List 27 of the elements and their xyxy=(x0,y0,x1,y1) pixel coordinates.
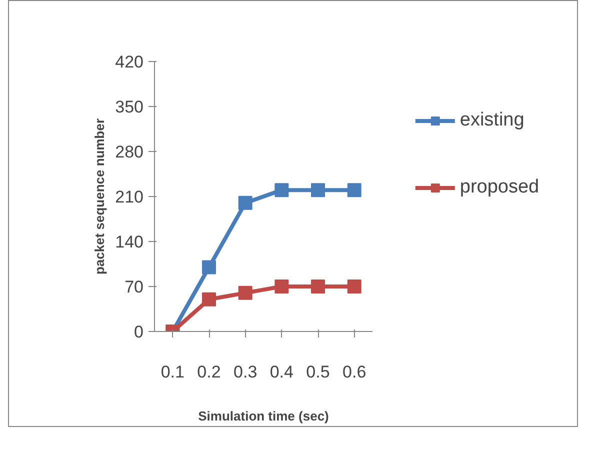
y-tick-label: 420 xyxy=(115,52,144,72)
point xyxy=(347,183,362,198)
x-axis-title: Simulation time (sec) xyxy=(198,408,329,424)
y-tick-label: 140 xyxy=(115,232,144,252)
y-tick-label: 350 xyxy=(115,98,144,116)
point xyxy=(274,280,289,294)
point xyxy=(311,280,325,294)
point xyxy=(238,286,252,300)
y-tick-label: 0 xyxy=(134,322,144,342)
legend-label: existing xyxy=(460,109,524,131)
point xyxy=(202,260,216,274)
y-axis-title: packet sequence number xyxy=(92,118,108,275)
x-tick-label: 0.2 xyxy=(197,362,221,382)
point xyxy=(238,196,252,210)
point xyxy=(274,183,289,198)
point xyxy=(311,183,325,198)
y-tick-label: 210 xyxy=(115,188,144,206)
point xyxy=(202,292,216,306)
x-tick-label: 0.3 xyxy=(234,362,258,382)
x-tick-label: 0.6 xyxy=(342,362,366,382)
x-tick-label: 0.1 xyxy=(160,362,184,382)
y-tick-label: 280 xyxy=(115,142,144,162)
x-tick-label: 0.4 xyxy=(270,362,294,382)
y-tick-label: 70 xyxy=(124,278,144,296)
point xyxy=(347,280,362,294)
legend-label: proposed xyxy=(460,176,540,198)
x-tick-label: 0.5 xyxy=(306,362,330,382)
